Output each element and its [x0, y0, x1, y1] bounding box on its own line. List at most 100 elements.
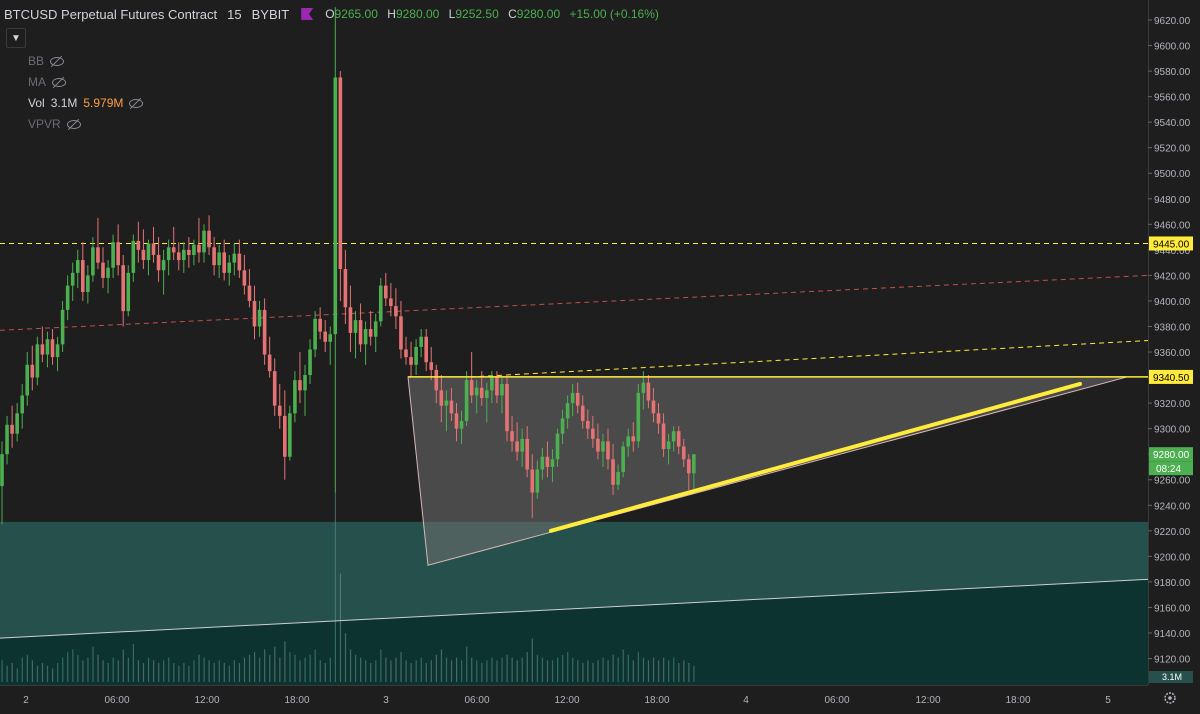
- candle-body[interactable]: [495, 377, 499, 396]
- candle-body[interactable]: [479, 387, 484, 398]
- candle-body[interactable]: [353, 320, 358, 333]
- candle-body[interactable]: [459, 420, 464, 429]
- candle-body[interactable]: [91, 247, 95, 276]
- candle-body[interactable]: [10, 424, 14, 434]
- candle-body[interactable]: [222, 252, 226, 273]
- candle-body[interactable]: [96, 247, 100, 263]
- candle-body[interactable]: [692, 454, 696, 474]
- candle-body[interactable]: [106, 267, 110, 278]
- candle-body[interactable]: [20, 395, 24, 414]
- chevron-down-icon[interactable]: ▼: [6, 28, 26, 48]
- candle-body[interactable]: [5, 424, 9, 455]
- candle-body[interactable]: [676, 431, 681, 447]
- candle-body[interactable]: [0, 454, 4, 487]
- candle-body[interactable]: [116, 242, 120, 266]
- indicator-row-bb[interactable]: BB: [28, 50, 143, 71]
- candle-body[interactable]: [505, 383, 509, 432]
- candle-body[interactable]: [192, 244, 196, 255]
- candle-body[interactable]: [146, 243, 151, 261]
- candle-body[interactable]: [86, 275, 90, 293]
- candle-body[interactable]: [570, 392, 575, 404]
- candle-body[interactable]: [217, 252, 221, 266]
- candle-body[interactable]: [404, 349, 408, 358]
- price-axis[interactable]: [1148, 0, 1200, 709]
- eye-hidden-icon[interactable]: [66, 119, 81, 129]
- candle-body[interactable]: [207, 230, 211, 248]
- candle-body[interactable]: [272, 371, 277, 406]
- candle-body[interactable]: [611, 459, 615, 485]
- candle-body[interactable]: [394, 306, 398, 317]
- candle-body[interactable]: [141, 249, 146, 261]
- candle-body[interactable]: [197, 244, 201, 253]
- candle-body[interactable]: [187, 249, 191, 255]
- candle-body[interactable]: [25, 364, 30, 396]
- candle-body[interactable]: [626, 436, 630, 447]
- candle-body[interactable]: [343, 269, 348, 308]
- candle-body[interactable]: [242, 270, 247, 286]
- candle-body[interactable]: [575, 392, 580, 406]
- candle-body[interactable]: [277, 405, 282, 416]
- candle-body[interactable]: [65, 285, 70, 310]
- candle-body[interactable]: [358, 320, 363, 345]
- candle-body[interactable]: [176, 252, 181, 261]
- candle-body[interactable]: [283, 415, 287, 457]
- candle-body[interactable]: [530, 469, 535, 493]
- interval-label[interactable]: 15: [227, 6, 242, 22]
- candle-body[interactable]: [136, 240, 141, 250]
- candle-body[interactable]: [45, 339, 50, 355]
- candle-body[interactable]: [30, 364, 35, 378]
- candle-body[interactable]: [373, 321, 378, 337]
- candle-body[interactable]: [586, 420, 590, 429]
- candle-body[interactable]: [555, 433, 560, 460]
- candle-body[interactable]: [257, 309, 262, 327]
- candle-body[interactable]: [55, 344, 60, 358]
- candle-body[interactable]: [60, 309, 65, 345]
- candle-body[interactable]: [444, 400, 449, 406]
- candle-body[interactable]: [424, 336, 428, 363]
- candle-body[interactable]: [616, 472, 620, 485]
- candle-body[interactable]: [384, 285, 388, 299]
- candle-body[interactable]: [293, 380, 297, 414]
- candle-body[interactable]: [490, 377, 494, 391]
- candle-body[interactable]: [500, 383, 504, 396]
- indicator-row-vpvr[interactable]: VPVR: [28, 113, 143, 134]
- candle-body[interactable]: [419, 336, 423, 347]
- long-trendline[interactable]: [0, 578, 1149, 639]
- candle-body[interactable]: [469, 380, 474, 396]
- candle-body[interactable]: [171, 247, 176, 253]
- candle-body[interactable]: [631, 436, 636, 442]
- candle-body[interactable]: [429, 362, 434, 370]
- candle-body[interactable]: [666, 441, 671, 450]
- candle-body[interactable]: [15, 413, 19, 434]
- eye-hidden-icon[interactable]: [129, 98, 144, 108]
- candle-body[interactable]: [409, 357, 413, 365]
- candle-body[interactable]: [591, 428, 595, 439]
- candle-body[interactable]: [247, 285, 252, 301]
- indicator-row-ma[interactable]: MA: [28, 71, 143, 92]
- candle-body[interactable]: [308, 349, 312, 376]
- candle-body[interactable]: [646, 382, 651, 401]
- candle-body[interactable]: [550, 459, 555, 467]
- candle-body[interactable]: [237, 253, 242, 271]
- red-dashed-trendline[interactable]: [0, 274, 1149, 331]
- candle-body[interactable]: [368, 329, 373, 337]
- rising-support-line[interactable]: [549, 381, 1082, 533]
- candle-body[interactable]: [560, 418, 565, 434]
- candle-body[interactable]: [232, 253, 237, 263]
- candle-body[interactable]: [606, 441, 610, 460]
- candle-body[interactable]: [439, 390, 444, 406]
- candle-body[interactable]: [328, 334, 333, 342]
- candle-body[interactable]: [35, 344, 40, 378]
- candle-body[interactable]: [399, 316, 403, 350]
- candle-body[interactable]: [434, 369, 439, 391]
- candle-body[interactable]: [621, 446, 625, 473]
- candle-body[interactable]: [545, 456, 550, 467]
- gear-icon[interactable]: [1164, 692, 1176, 704]
- candle-body[interactable]: [389, 298, 393, 307]
- indicator-row-vol[interactable]: Vol 3.1M 5.979M: [28, 92, 144, 113]
- candle-body[interactable]: [252, 300, 257, 327]
- candle-body[interactable]: [202, 230, 206, 253]
- candle-body[interactable]: [485, 390, 489, 398]
